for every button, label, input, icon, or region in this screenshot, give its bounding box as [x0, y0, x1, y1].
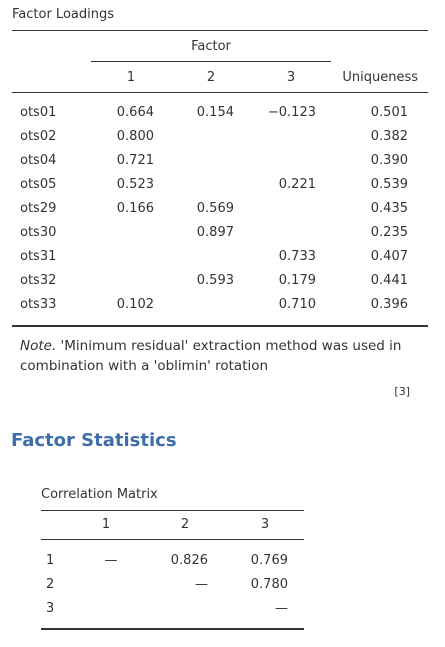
variable-name: ots04	[20, 153, 57, 168]
loading-factor-3: 0.710	[278, 297, 316, 312]
corr-value-3: 0.780	[250, 577, 288, 592]
loadings-top-rule	[12, 30, 428, 31]
corr-row-label: 1	[46, 553, 55, 568]
loading-factor-2: 0.593	[196, 273, 234, 288]
note-label: Note.	[20, 338, 57, 354]
note-text-line2: combination with a 'oblimin' rotation	[20, 358, 269, 374]
corr-col-header-1: 1	[101, 517, 111, 532]
uniqueness-value: 0.235	[370, 225, 408, 240]
uniqueness-value: 0.390	[370, 153, 408, 168]
loadings-title: Factor Loadings	[12, 7, 114, 22]
col-header-factor-3: 3	[286, 70, 296, 85]
loading-factor-1: 0.800	[116, 129, 154, 144]
col-header-factor-1: 1	[126, 70, 136, 85]
correlation-matrix-title: Correlation Matrix	[41, 487, 158, 502]
loading-factor-3: 0.221	[278, 177, 316, 192]
variable-name: ots05	[20, 177, 57, 192]
note-text-line1: 'Minimum residual' extraction method was…	[56, 338, 402, 354]
corr-row-label: 2	[46, 577, 55, 592]
variable-name: ots31	[20, 249, 57, 264]
factor-group-header: Factor	[191, 39, 231, 54]
uniqueness-value: 0.407	[370, 249, 408, 264]
loadings-note: Note. 'Minimum residual' extraction meth…	[20, 336, 420, 376]
loading-factor-1: 0.166	[116, 201, 154, 216]
uniqueness-value: 0.539	[370, 177, 408, 192]
loadings-bottom-rule	[12, 325, 428, 327]
loadings-header-rule	[12, 92, 428, 93]
uniqueness-value: 0.396	[370, 297, 408, 312]
corr-value-2: 0.826	[170, 553, 208, 568]
loading-factor-1: 0.523	[116, 177, 154, 192]
correlation-bottom-rule	[41, 628, 304, 630]
loading-factor-1: 0.664	[116, 105, 154, 120]
factor-group-rule	[91, 61, 331, 62]
loading-factor-3: 0.733	[278, 249, 316, 264]
col-header-uniqueness: Uniqueness	[342, 70, 418, 85]
loading-factor-3: 0.179	[278, 273, 316, 288]
variable-name: ots30	[20, 225, 57, 240]
variable-name: ots32	[20, 273, 57, 288]
uniqueness-value: 0.382	[370, 129, 408, 144]
reference-marker: [3]	[394, 385, 410, 398]
uniqueness-value: 0.501	[370, 105, 408, 120]
variable-name: ots02	[20, 129, 57, 144]
variable-name: ots29	[20, 201, 57, 216]
corr-col-header-2: 2	[180, 517, 190, 532]
correlation-top-rule	[41, 510, 304, 511]
corr-value-2: —	[195, 577, 208, 592]
corr-value-3: —	[275, 601, 288, 616]
variable-name: ots33	[20, 297, 57, 312]
section-heading-factor-statistics: Factor Statistics	[11, 430, 177, 451]
corr-value-3: 0.769	[250, 553, 288, 568]
uniqueness-value: 0.435	[370, 201, 408, 216]
loading-factor-1: 0.102	[116, 297, 154, 312]
variable-name: ots01	[20, 105, 57, 120]
col-header-factor-2: 2	[206, 70, 216, 85]
loading-factor-2: 0.569	[196, 201, 234, 216]
corr-col-header-3: 3	[260, 517, 270, 532]
corr-row-label: 3	[46, 601, 55, 616]
loading-factor-3: −0.123	[267, 105, 316, 120]
corr-value-1: —	[104, 553, 118, 568]
correlation-header-rule	[41, 539, 304, 540]
loading-factor-2: 0.897	[196, 225, 234, 240]
loading-factor-2: 0.154	[196, 105, 234, 120]
uniqueness-value: 0.441	[370, 273, 408, 288]
loading-factor-1: 0.721	[116, 153, 154, 168]
